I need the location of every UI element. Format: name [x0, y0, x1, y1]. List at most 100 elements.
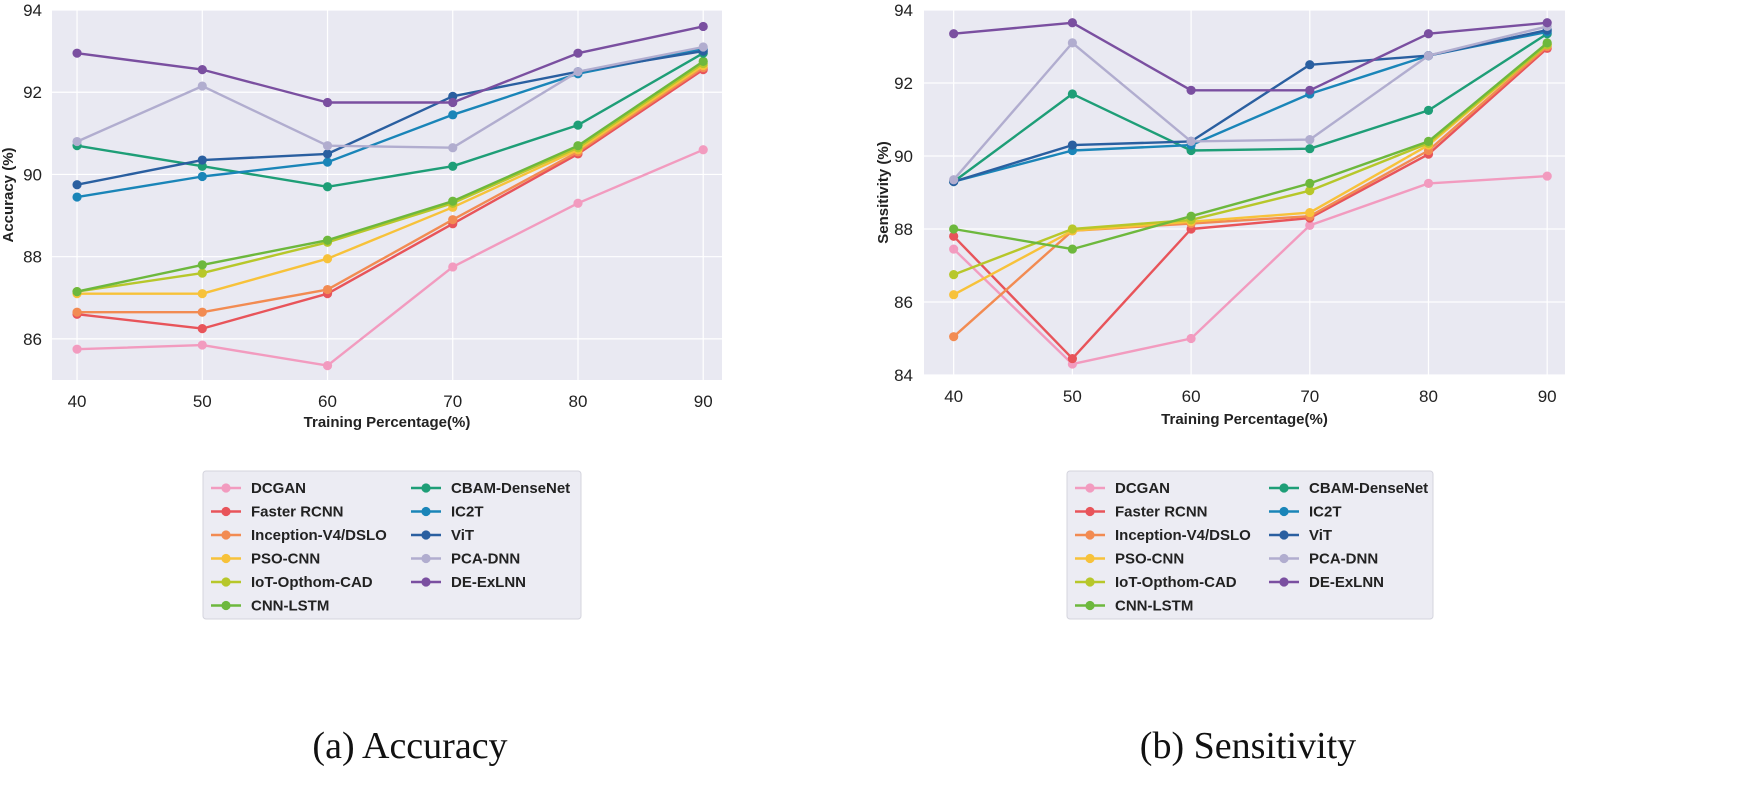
- legend-label: Faster RCNN: [1115, 504, 1208, 521]
- legend-label: PCA-DNN: [451, 551, 520, 568]
- legend-label: PSO-CNN: [1115, 551, 1184, 568]
- x-tick-label: 90: [1538, 387, 1557, 406]
- legend-item: CBAM-DenseNet: [411, 480, 570, 497]
- legend-swatch-marker: [1279, 483, 1289, 493]
- y-tick-label: 88: [894, 220, 913, 239]
- x-tick-label: 50: [1063, 387, 1082, 406]
- legend-item: IC2T: [411, 504, 484, 521]
- legend-label: Inception-V4/DSLO: [251, 527, 387, 544]
- legend-swatch-marker: [1279, 577, 1289, 587]
- legend-item: Faster RCNN: [211, 504, 344, 521]
- series-cnn-lstm: [72, 56, 708, 297]
- legend-swatch-marker: [1085, 600, 1095, 611]
- legend-label: PCA-DNN: [1309, 551, 1378, 568]
- series-line: [77, 64, 704, 295]
- sensitivity-chart: 40 50 60 70 80 90 84 86 88 90 92 94 Training Percent…: [875, 1, 1565, 767]
- data-point: [949, 290, 959, 300]
- legend-swatch-marker: [421, 506, 431, 517]
- y-tick-label: 92: [23, 83, 42, 102]
- data-point: [197, 260, 207, 270]
- series-line: [76, 25, 704, 104]
- series-line: [953, 43, 1548, 276]
- data-point: [197, 155, 207, 165]
- legend-label: DCGAN: [251, 480, 306, 497]
- legend-label: Faster RCNN: [251, 504, 344, 521]
- data-point: [698, 21, 708, 32]
- y-tick-label: 90: [894, 147, 913, 166]
- series-de-exlnn: [72, 21, 708, 108]
- data-point: [322, 235, 333, 245]
- legend-item: PCA-DNN: [411, 551, 520, 568]
- legend-swatch-marker: [221, 577, 231, 587]
- legend-item: Inception-V4/DSLO: [211, 527, 387, 544]
- data-point: [949, 231, 959, 241]
- legend-item: PCA-DNN: [1269, 551, 1378, 568]
- data-point: [197, 340, 207, 350]
- data-point: [322, 182, 333, 192]
- legend-swatch-marker: [421, 483, 431, 493]
- data-point: [448, 161, 458, 171]
- data-point: [1542, 38, 1552, 48]
- legend-item: ViT: [1269, 527, 1332, 544]
- series-line: [76, 62, 704, 293]
- legend-swatch-marker: [221, 553, 231, 564]
- x-tick-label: 40: [68, 392, 87, 411]
- y-axis-label: Accuracy (%): [0, 147, 17, 242]
- x-axis-label: Training Percentage(%): [304, 414, 471, 431]
- legend-label: PSO-CNN: [251, 551, 320, 568]
- legend-swatch-marker: [221, 600, 231, 611]
- legend-label: IC2T: [451, 504, 484, 521]
- legend-box: [1066, 470, 1434, 620]
- series-line: [952, 45, 1548, 338]
- legend: DCGAN Faster RCNN Inception-V4/DSLO PSO-CNN…: [202, 470, 582, 620]
- data-point: [197, 324, 207, 334]
- data-point: [197, 268, 207, 278]
- data-point: [1305, 60, 1315, 70]
- data-point: [1542, 171, 1552, 181]
- legend-swatch-marker: [221, 530, 231, 540]
- x-tick-label: 50: [193, 392, 212, 411]
- y-tick-label: 86: [894, 293, 913, 312]
- series-line: [952, 25, 1548, 181]
- legend-box: [202, 470, 582, 620]
- series-line: [76, 148, 704, 367]
- series-line: [952, 174, 1548, 366]
- data-point: [573, 198, 583, 208]
- data-point: [197, 81, 207, 91]
- series-line: [76, 45, 704, 149]
- series-line: [952, 32, 1548, 183]
- data-point: [698, 42, 708, 52]
- y-axis-label: Sensitivity (%): [875, 141, 892, 244]
- data-point: [1305, 134, 1315, 145]
- legend-swatch-marker: [221, 506, 231, 517]
- legend-swatch-marker: [1085, 483, 1095, 493]
- y-tick-label: 86: [23, 330, 42, 349]
- data-point: [949, 244, 959, 254]
- series-dcgan: [72, 145, 708, 371]
- y-tick-label: 90: [23, 165, 42, 184]
- data-point: [1423, 136, 1434, 146]
- data-point: [949, 332, 959, 342]
- data-point: [72, 136, 82, 147]
- series-line: [953, 21, 1548, 92]
- x-tick-label: 80: [569, 392, 588, 411]
- legend-label: CNN-LSTM: [1115, 598, 1193, 615]
- legend-item: PSO-CNN: [1075, 551, 1184, 568]
- data-point: [573, 141, 583, 151]
- data-point: [1423, 105, 1434, 115]
- data-point: [448, 143, 458, 153]
- series-line: [76, 52, 704, 189]
- data-point: [1186, 85, 1196, 95]
- series-line: [953, 43, 1548, 296]
- legend-item: Faster RCNN: [1075, 504, 1208, 521]
- data-point: [949, 270, 959, 280]
- legend-label: CNN-LSTM: [251, 598, 329, 615]
- legend-item: CNN-LSTM: [211, 598, 329, 615]
- data-point: [1067, 244, 1077, 254]
- data-point: [1305, 186, 1315, 196]
- data-point: [1423, 178, 1434, 188]
- x-tick-label: 80: [1419, 387, 1438, 406]
- data-point: [448, 262, 458, 272]
- data-point: [322, 157, 333, 167]
